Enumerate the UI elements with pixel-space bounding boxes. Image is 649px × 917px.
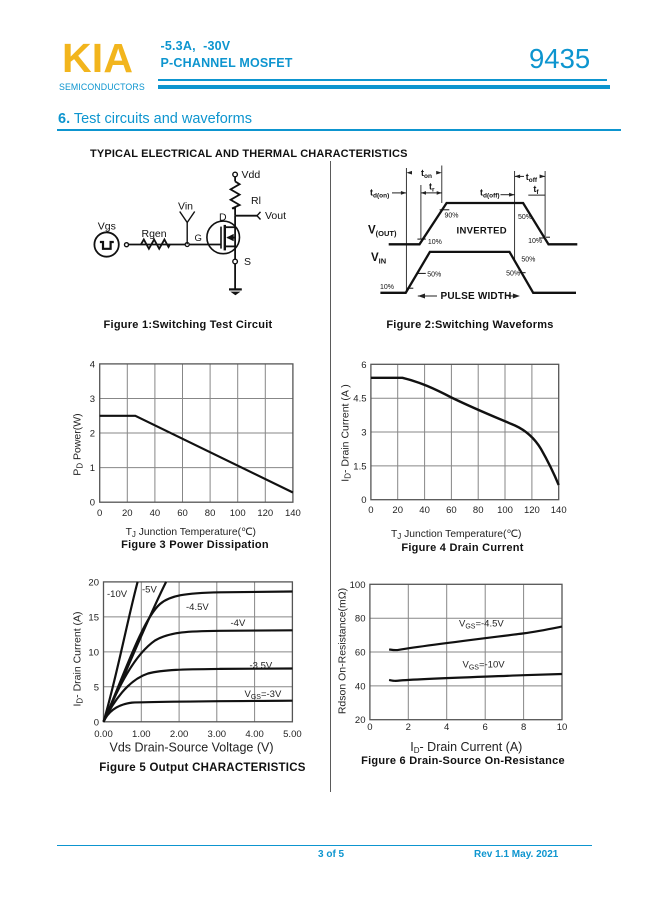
svg-text:8: 8 — [521, 722, 526, 733]
svg-text:6: 6 — [483, 722, 488, 733]
svg-text:Rl: Rl — [251, 195, 261, 207]
svg-text:4: 4 — [90, 359, 95, 370]
svg-text:40: 40 — [355, 681, 366, 692]
svg-text:100: 100 — [230, 508, 246, 519]
svg-text:Vdd: Vdd — [242, 169, 261, 181]
svg-text:60: 60 — [177, 508, 188, 519]
svg-text:5.00: 5.00 — [283, 729, 302, 740]
svg-text:20: 20 — [88, 577, 99, 588]
svg-text:100: 100 — [350, 580, 366, 591]
svg-text:50%: 50% — [518, 214, 532, 221]
svg-text:90%: 90% — [445, 213, 459, 220]
svg-text:1.5: 1.5 — [353, 461, 366, 472]
svg-text:tf: tf — [533, 184, 539, 196]
svg-text:3.00: 3.00 — [208, 729, 227, 740]
svg-text:60: 60 — [446, 505, 457, 516]
svg-text:-10V: -10V — [107, 589, 128, 600]
svg-text:80: 80 — [473, 505, 484, 516]
svg-text:50%: 50% — [427, 271, 441, 278]
svg-text:50%: 50% — [521, 256, 535, 263]
svg-text:VGS=-10V: VGS=-10V — [463, 660, 506, 672]
svg-text:0: 0 — [90, 498, 95, 509]
svg-text:4: 4 — [444, 722, 449, 733]
svg-text:-5V: -5V — [142, 585, 157, 596]
svg-text:10: 10 — [88, 647, 99, 658]
svg-text:D: D — [219, 212, 227, 224]
svg-text:2: 2 — [406, 722, 411, 733]
svg-text:-4V: -4V — [231, 618, 246, 629]
svg-text:-3.5V: -3.5V — [250, 661, 273, 672]
svg-text:ID- Drain Current (A ): ID- Drain Current (A ) — [340, 384, 353, 481]
svg-text:0: 0 — [367, 722, 372, 733]
svg-text:60: 60 — [355, 648, 366, 659]
svg-text:120: 120 — [524, 505, 540, 516]
svg-text:Vin: Vin — [178, 201, 193, 213]
svg-text:ID- Drain Current (A): ID- Drain Current (A) — [72, 611, 85, 706]
svg-text:Rdson On-Resistance(mΩ): Rdson On-Resistance(mΩ) — [337, 588, 349, 714]
svg-text:20: 20 — [392, 505, 403, 516]
svg-text:-4.5V: -4.5V — [186, 602, 209, 613]
svg-text:10: 10 — [557, 722, 568, 733]
svg-text:0: 0 — [361, 495, 366, 506]
svg-text:Vout: Vout — [265, 210, 286, 222]
svg-text:2.00: 2.00 — [170, 729, 189, 740]
svg-text:PULSE WIDTH: PULSE WIDTH — [441, 291, 512, 302]
svg-text:ton: ton — [421, 168, 432, 180]
svg-text:0.00: 0.00 — [94, 729, 113, 740]
svg-text:PD Power(W): PD Power(W) — [72, 413, 85, 475]
svg-text:20: 20 — [355, 715, 366, 726]
svg-text:Vds Drain-Source Voltage (V): Vds Drain-Source Voltage (V) — [110, 741, 274, 755]
svg-text:120: 120 — [257, 508, 273, 519]
svg-text:toff: toff — [526, 172, 538, 184]
svg-text:100: 100 — [497, 505, 513, 516]
svg-text:50%: 50% — [506, 271, 520, 278]
svg-text:0: 0 — [368, 505, 373, 516]
svg-text:VGS=-3V: VGS=-3V — [245, 689, 282, 701]
svg-text:S: S — [244, 256, 251, 268]
svg-text:40: 40 — [150, 508, 161, 519]
svg-text:VIN: VIN — [371, 252, 386, 266]
svg-text:3: 3 — [90, 394, 95, 405]
svg-text:140: 140 — [285, 508, 301, 519]
svg-text:10%: 10% — [528, 238, 542, 245]
svg-text:V(OUT): V(OUT) — [368, 225, 397, 239]
svg-text:4.5: 4.5 — [353, 394, 366, 405]
svg-text:TJ Junction Temperature(℃): TJ Junction Temperature(℃) — [126, 527, 256, 539]
svg-text:td(off): td(off) — [480, 188, 500, 200]
svg-text:6: 6 — [361, 360, 366, 371]
svg-text:1: 1 — [90, 463, 95, 474]
svg-text:VGS=-4.5V: VGS=-4.5V — [459, 619, 504, 631]
svg-text:Vgs: Vgs — [98, 221, 116, 233]
svg-text:G: G — [195, 233, 202, 244]
svg-text:15: 15 — [88, 612, 99, 623]
svg-text:40: 40 — [419, 505, 430, 516]
svg-text:20: 20 — [122, 508, 133, 519]
svg-text:Rgen: Rgen — [142, 228, 167, 240]
svg-text:2: 2 — [90, 429, 95, 440]
svg-text:10%: 10% — [428, 239, 442, 246]
svg-text:INVERTED: INVERTED — [457, 226, 507, 237]
svg-text:140: 140 — [551, 505, 567, 516]
svg-text:3: 3 — [361, 428, 366, 439]
svg-text:80: 80 — [355, 614, 366, 625]
svg-text:0: 0 — [97, 508, 102, 519]
svg-text:4.00: 4.00 — [245, 729, 264, 740]
svg-text:TJ Junction Temperature(℃): TJ Junction Temperature(℃) — [391, 529, 521, 541]
svg-text:80: 80 — [205, 508, 216, 519]
svg-text:ID- Drain Current (A): ID- Drain Current (A) — [410, 740, 522, 755]
svg-text:5: 5 — [94, 682, 99, 693]
svg-text:1.00: 1.00 — [132, 729, 151, 740]
svg-text:td(on): td(on) — [370, 188, 389, 200]
svg-text:10%: 10% — [380, 284, 394, 291]
svg-text:0: 0 — [94, 717, 99, 728]
svg-text:tr: tr — [429, 182, 435, 194]
